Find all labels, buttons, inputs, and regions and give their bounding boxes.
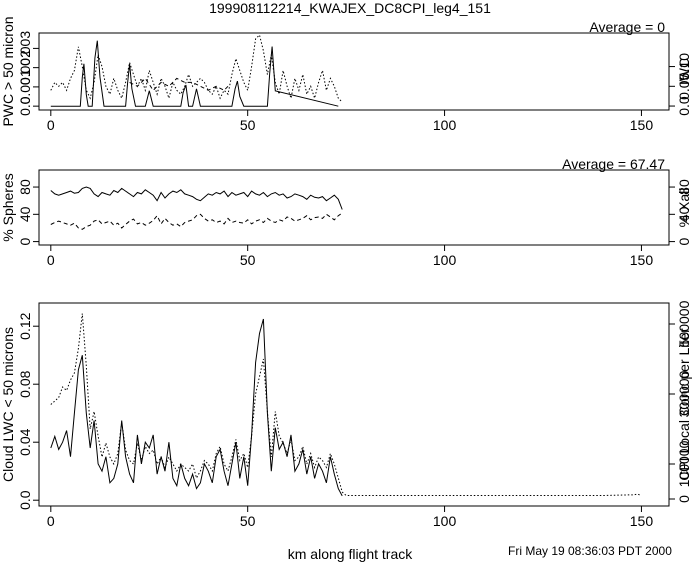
x-tick-label: 50 xyxy=(240,252,256,268)
y-tick-label: 40 xyxy=(17,206,33,222)
y2-tick-label: 0 xyxy=(676,495,692,503)
y2-tick-label: 40 xyxy=(676,206,692,222)
x-tick-label: 50 xyxy=(240,117,256,133)
x-tick-label: 50 xyxy=(240,513,256,529)
panel-2-series-2-line xyxy=(50,212,343,230)
y-tick-label: 0.0 xyxy=(17,96,33,116)
y-tick-label: 80 xyxy=(17,179,33,195)
x-tick-label: 100 xyxy=(433,252,457,268)
y-axis-label: PWC > 50 micron xyxy=(0,16,16,126)
panel-2-frame xyxy=(38,169,670,246)
y2-tick-label: 0.0 xyxy=(676,96,692,116)
panel-2-series-1-line xyxy=(50,186,343,210)
y2-tick-label: 300000 xyxy=(676,370,692,417)
y-tick-label: 0.003 xyxy=(17,31,33,66)
x-tick-label: 0 xyxy=(47,117,55,133)
y-axis-label: Cloud LWC < 50 microns xyxy=(0,327,16,482)
panel-1-series-2-line xyxy=(50,34,343,103)
y2-axis-label: IWC xyxy=(676,58,692,85)
average-annotation: Average = 67.47 xyxy=(562,156,665,172)
panel-3-series-2-line xyxy=(50,313,642,496)
panel-1-series-1-line xyxy=(50,40,339,107)
panel-1-series-3-line xyxy=(129,77,229,92)
x-tick-label: 150 xyxy=(630,117,654,133)
y2-tick-label: 100000 xyxy=(676,440,692,487)
y-tick-label: 0.04 xyxy=(17,428,33,455)
y-tick-label: 0.12 xyxy=(17,312,33,339)
y2-tick-label: 80 xyxy=(676,179,692,195)
x-tick-label: 100 xyxy=(433,117,457,133)
y2-tick-label: 0.05 xyxy=(676,72,692,99)
panel-1-frame xyxy=(38,32,670,111)
footer-timestamp: Fri May 19 08:36:03 PDT 2000 xyxy=(508,544,672,558)
average-annotation: Average = 0 xyxy=(589,19,665,35)
y2-tick-label: 0.10 xyxy=(676,53,692,80)
y-tick-label: 0 xyxy=(17,237,33,245)
y2-tick-label: 500000 xyxy=(676,300,692,347)
x-tick-label: 100 xyxy=(433,513,457,529)
panel-3-frame xyxy=(38,302,670,507)
y-tick-label: 0.001 xyxy=(17,69,33,104)
y2-axis-label: CPI Local Conc per Liter xyxy=(676,328,692,481)
y-tick-label: 0.0 xyxy=(17,490,33,510)
x-tick-label: 0 xyxy=(47,252,55,268)
y-tick-label: 0.002 xyxy=(17,50,33,85)
x-tick-label: 0 xyxy=(47,513,55,529)
chart-title: 199908112214_KWAJEX_DC8CPI_leg4_151 xyxy=(209,0,491,16)
y-tick-label: 0.08 xyxy=(17,370,33,397)
y-axis-label: % Spheres xyxy=(0,173,16,241)
x-axis-label: km along flight track xyxy=(288,546,413,562)
y2-tick-label: 0 xyxy=(676,237,692,245)
y2-axis-label: % Xall xyxy=(676,188,692,228)
x-tick-label: 150 xyxy=(630,252,654,268)
panel-3-series-1-line xyxy=(50,318,343,497)
x-tick-label: 150 xyxy=(630,513,654,529)
